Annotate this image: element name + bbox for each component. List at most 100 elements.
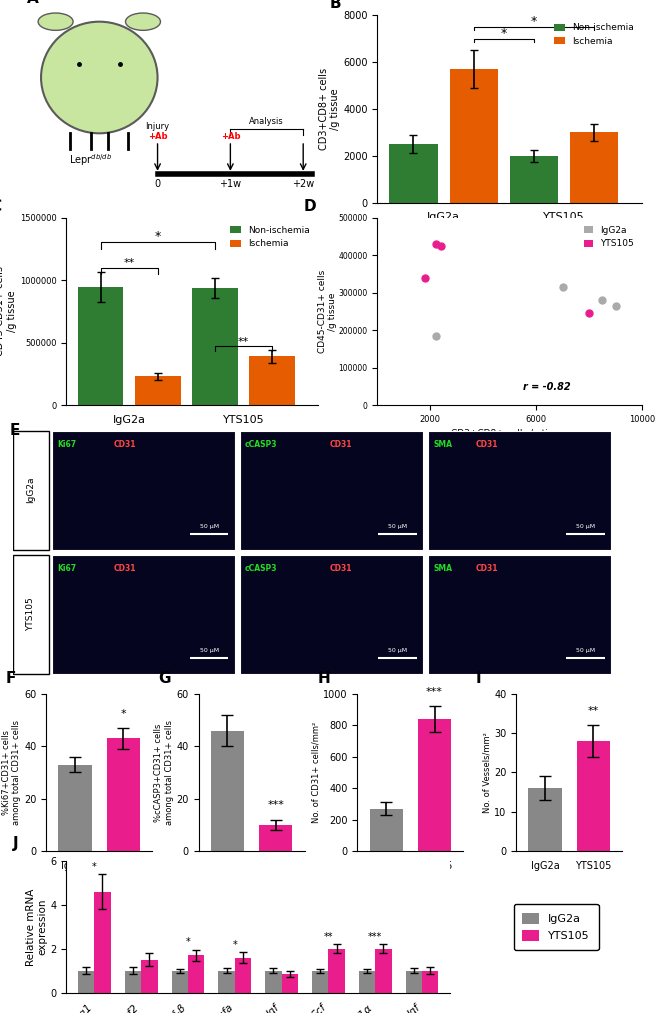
Text: Ki67: Ki67: [57, 564, 76, 572]
Text: **: **: [124, 258, 134, 267]
Ellipse shape: [38, 13, 73, 30]
Y-axis label: Relative mRNA
expression: Relative mRNA expression: [26, 888, 48, 965]
Text: *: *: [531, 15, 537, 28]
Bar: [171, 970, 188, 993]
Bar: [107, 738, 140, 851]
FancyBboxPatch shape: [52, 431, 235, 549]
Text: *: *: [232, 939, 237, 949]
Text: *: *: [120, 708, 126, 718]
Text: H: H: [317, 671, 330, 686]
Text: r = -0.82: r = -0.82: [523, 382, 571, 392]
Text: B: B: [330, 0, 342, 11]
Text: D: D: [303, 199, 316, 214]
Y-axis label: %cCASP3+CD31+ cells
among total CD31+ cells: %cCASP3+CD31+ cells among total CD31+ ce…: [154, 720, 173, 825]
Legend: IgG2a, YTS105: IgG2a, YTS105: [581, 222, 638, 252]
Text: cCASP3: cCASP3: [245, 440, 277, 449]
Text: E: E: [10, 423, 21, 438]
Bar: [188, 955, 205, 993]
Text: 50 μM: 50 μM: [576, 647, 595, 652]
Point: [436, 238, 446, 254]
Bar: [570, 133, 618, 203]
Y-axis label: No. of Vessels/mm²: No. of Vessels/mm²: [483, 732, 491, 812]
Text: **: **: [324, 932, 333, 942]
Text: I: I: [476, 671, 482, 686]
Bar: [359, 970, 375, 993]
Text: CD31: CD31: [113, 564, 136, 572]
Point: [610, 298, 621, 314]
Text: Analysis: Analysis: [250, 116, 284, 126]
Text: 0: 0: [154, 179, 161, 189]
Bar: [58, 765, 92, 851]
Bar: [94, 891, 111, 993]
Text: J: J: [13, 836, 18, 851]
Text: *: *: [185, 937, 190, 947]
Bar: [449, 69, 498, 203]
Ellipse shape: [126, 13, 160, 30]
Text: ***: ***: [368, 932, 383, 942]
Text: CD31: CD31: [113, 440, 136, 449]
FancyBboxPatch shape: [240, 431, 423, 549]
FancyBboxPatch shape: [13, 431, 48, 549]
Text: A: A: [26, 0, 38, 6]
X-axis label: CD3+CD8+ cells /g tissue: CD3+CD8+ cells /g tissue: [451, 430, 569, 439]
Y-axis label: CD45-CD31+ cells
/g tissue: CD45-CD31+ cells /g tissue: [318, 269, 337, 354]
Bar: [218, 970, 235, 993]
Bar: [77, 287, 123, 405]
Text: 50 μM: 50 μM: [199, 524, 218, 529]
Ellipse shape: [41, 21, 158, 134]
Bar: [328, 949, 345, 993]
Point: [420, 269, 430, 286]
FancyBboxPatch shape: [13, 555, 48, 674]
Bar: [577, 742, 610, 851]
Bar: [259, 825, 293, 851]
Bar: [422, 970, 438, 993]
Text: ***: ***: [426, 687, 443, 697]
Text: 50 μM: 50 μM: [199, 647, 218, 652]
Legend: Non-ischemia, Ischemia: Non-ischemia, Ischemia: [551, 19, 638, 50]
Bar: [418, 719, 451, 851]
Text: CD31: CD31: [330, 440, 352, 449]
Bar: [528, 788, 562, 851]
Bar: [78, 970, 94, 993]
Bar: [389, 144, 438, 203]
Text: G: G: [158, 671, 171, 686]
Bar: [281, 975, 298, 993]
Text: +Ab: +Ab: [148, 132, 167, 141]
Text: IgG2a: IgG2a: [26, 477, 35, 503]
Legend: Non-ischemia, Ischemia: Non-ischemia, Ischemia: [226, 222, 313, 252]
Bar: [235, 957, 251, 993]
FancyBboxPatch shape: [240, 555, 423, 674]
Text: *: *: [500, 26, 507, 40]
Text: **: **: [588, 706, 599, 716]
Text: C: C: [0, 199, 2, 214]
Text: ***: ***: [267, 800, 284, 810]
Point: [430, 328, 441, 344]
Text: SMA: SMA: [433, 440, 452, 449]
Text: CD31: CD31: [330, 564, 352, 572]
Bar: [211, 730, 244, 851]
Bar: [192, 288, 238, 405]
Bar: [369, 808, 403, 851]
Bar: [141, 960, 158, 993]
Text: F: F: [6, 671, 17, 686]
Text: Ki67: Ki67: [57, 440, 76, 449]
Bar: [249, 357, 295, 405]
Y-axis label: No. of CD31+ cells/mm²: No. of CD31+ cells/mm²: [312, 722, 320, 823]
Bar: [135, 377, 181, 405]
Bar: [375, 949, 392, 993]
Text: SMA: SMA: [433, 564, 452, 572]
Text: 50 μM: 50 μM: [388, 524, 407, 529]
Point: [597, 292, 608, 308]
Text: *: *: [92, 862, 97, 871]
Text: Injury: Injury: [146, 123, 169, 132]
Point: [557, 279, 568, 295]
Text: *: *: [154, 230, 161, 243]
Point: [584, 305, 594, 321]
Text: cCASP3: cCASP3: [245, 564, 277, 572]
Bar: [510, 156, 558, 203]
Text: +2w: +2w: [292, 179, 314, 189]
Y-axis label: %Ki67+CD31+ cells
among total CD31+ cells: %Ki67+CD31+ cells among total CD31+ cell…: [2, 720, 21, 825]
Bar: [312, 970, 328, 993]
Text: 50 μM: 50 μM: [388, 647, 407, 652]
Bar: [406, 970, 422, 993]
